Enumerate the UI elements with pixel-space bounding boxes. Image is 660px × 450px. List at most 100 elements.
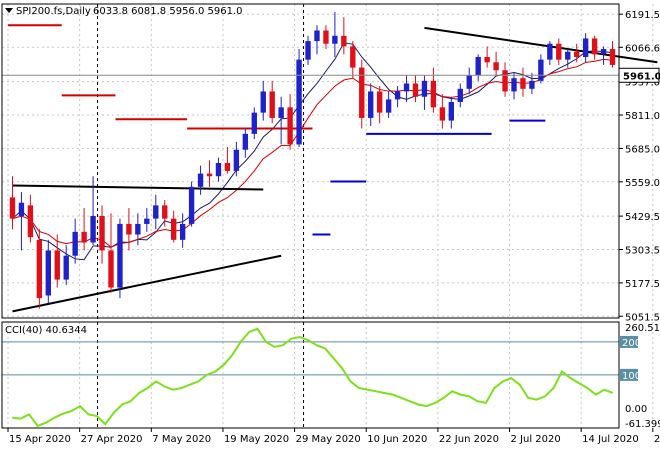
- candle-body: [242, 133, 249, 150]
- candle-body: [609, 49, 616, 65]
- cci-panel-frame: [1, 321, 620, 429]
- x-tick-label: 14 Jul 2020: [582, 434, 639, 445]
- y-tick-label: 5051.5: [625, 312, 660, 323]
- candle-body: [448, 102, 455, 121]
- x-tick-label: 22 Jun 2020: [439, 434, 499, 445]
- candle-body: [350, 46, 356, 68]
- grid: [2, 4, 654, 428]
- candle-body: [278, 107, 284, 118]
- cci-level-tag: [620, 335, 638, 348]
- candle-body: [484, 56, 490, 63]
- candle-body: [600, 49, 607, 55]
- cci-level-tag: [620, 368, 638, 381]
- candle-body: [260, 91, 266, 113]
- y-tick-label: 5177.5: [625, 279, 660, 290]
- candle-body: [323, 30, 329, 44]
- candle-body: [403, 83, 410, 92]
- chart-symbol: SPI200.fs,Daily: [16, 6, 91, 17]
- candle-body: [332, 35, 338, 44]
- cci-tick-label: 0.00: [625, 404, 647, 415]
- candle-body: [153, 205, 159, 219]
- candle-body: [591, 38, 598, 55]
- x-tick-label: 2 Jul 2020: [511, 434, 561, 445]
- candle-body: [197, 173, 204, 187]
- x-tick-label: 15 Apr 2020: [9, 434, 71, 445]
- candle-body: [314, 30, 320, 42]
- candle-body: [9, 197, 16, 219]
- candle-body: [233, 149, 240, 171]
- trendline: [12, 184, 264, 191]
- candle-body: [144, 218, 150, 224]
- candle-body: [54, 250, 60, 280]
- candle-body: [215, 162, 222, 177]
- candle-body: [574, 51, 580, 57]
- candle-body: [529, 80, 535, 89]
- candle-body: [18, 202, 25, 216]
- x-tick-label: 29 May 2020: [296, 434, 361, 445]
- candle-body: [117, 223, 123, 288]
- candle-body: [520, 78, 526, 89]
- dropdown-arrow-icon[interactable]: [5, 8, 13, 13]
- cci-tick-label: 260.5167: [625, 323, 660, 334]
- candle-body: [565, 51, 571, 60]
- candle-body: [36, 239, 43, 299]
- candle-body: [359, 67, 365, 118]
- candle-body: [385, 99, 392, 113]
- y-tick-label: 5685.0: [625, 144, 660, 155]
- axes: 6191.5 6066.6 5937.0 5811.0 5685.0 5559.0 5429…: [1, 3, 660, 445]
- x-tick-label: 24 Jul 2020: [654, 434, 660, 445]
- candle-body: [179, 223, 186, 240]
- y-tick-label: 5811.0: [625, 111, 660, 122]
- candle-body: [81, 231, 87, 243]
- candle-body: [287, 107, 293, 145]
- candle-body: [224, 162, 231, 171]
- cci-tick-label: 100: [622, 371, 641, 382]
- x-tick-label: 19 May 2020: [224, 434, 289, 445]
- candle-body: [457, 88, 463, 103]
- candle-body: [412, 83, 419, 97]
- candle-body: [475, 56, 481, 76]
- candle-body: [162, 205, 168, 219]
- candle-body: [493, 62, 499, 71]
- candle-body: [206, 173, 213, 177]
- y-tick-label: 5303.5: [625, 246, 660, 257]
- price-panel-frame: [1, 3, 620, 319]
- cci-line: [12, 327, 614, 428]
- candle-body: [305, 41, 311, 60]
- trendline: [424, 26, 658, 64]
- candle-body: [63, 255, 69, 280]
- candle-body: [296, 59, 302, 145]
- current-price-label: 5961.0: [623, 71, 660, 82]
- candle-body: [170, 218, 177, 240]
- y-tick-label: 6191.5: [625, 10, 660, 21]
- candle-body: [135, 223, 141, 235]
- candle-body: [430, 80, 437, 108]
- candle-body: [376, 91, 383, 113]
- candle-body: [556, 43, 562, 60]
- candle-body: [538, 59, 544, 81]
- cci-tick-label: -61.3998: [625, 419, 660, 430]
- candle-body: [72, 231, 78, 256]
- candle-body: [439, 107, 446, 121]
- candle-body: [341, 35, 347, 47]
- candle-body: [421, 80, 428, 97]
- candle-body: [126, 223, 132, 235]
- candle-body: [99, 215, 105, 251]
- cci-plot: [2, 327, 619, 428]
- candle-body: [511, 78, 517, 92]
- candle-body: [394, 91, 401, 100]
- candle-body: [90, 215, 96, 243]
- candle-body: [27, 205, 34, 238]
- candle-body: [45, 250, 51, 296]
- price-plot: [2, 11, 658, 313]
- candle-body: [368, 91, 374, 118]
- y-tick-label: 5559.0: [625, 178, 660, 189]
- candle-body: [269, 91, 275, 118]
- ohlc-values: 6033.8 6081.8 5956.0 5961.0: [93, 6, 243, 17]
- y-tick-label: 5937.0: [625, 78, 660, 89]
- candle-body: [502, 70, 508, 92]
- cci-tick-label: 200: [622, 338, 641, 349]
- x-tick-label: 7 May 2020: [152, 434, 211, 445]
- candle-body: [251, 112, 257, 134]
